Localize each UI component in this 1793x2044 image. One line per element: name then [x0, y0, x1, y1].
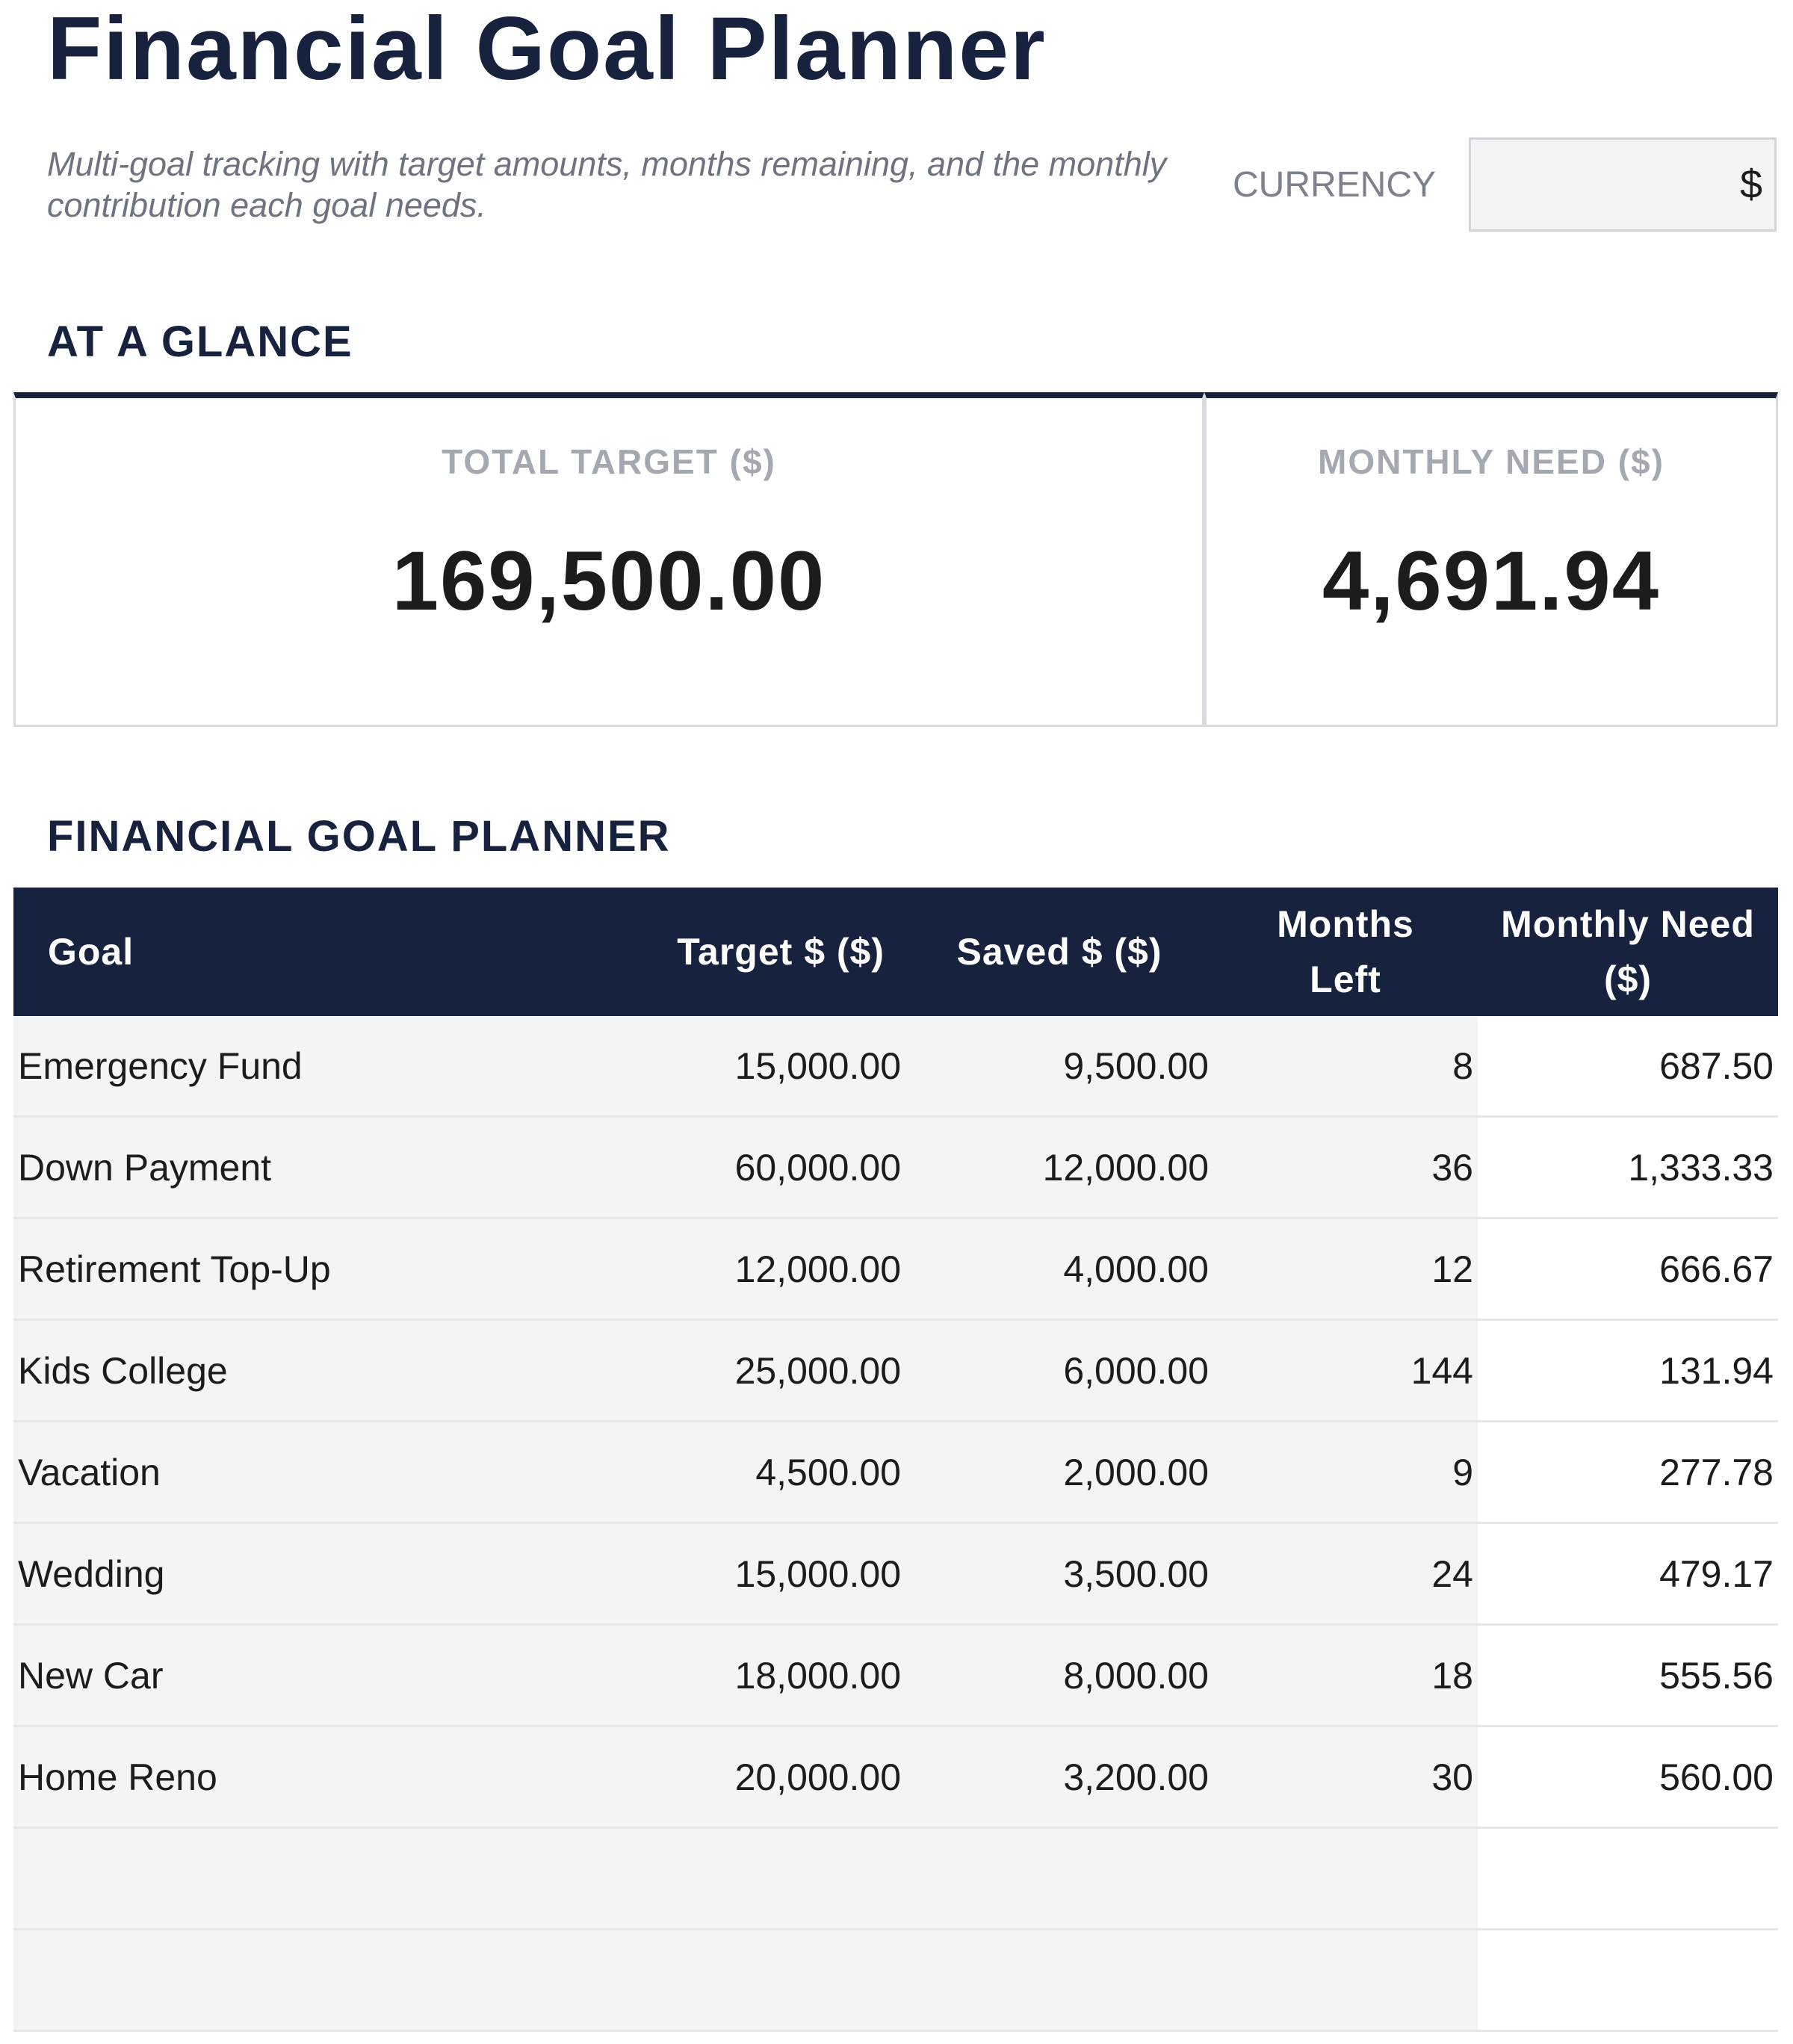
monthly-need-cell[interactable]	[1478, 1827, 1778, 1930]
monthly-need-cell[interactable]: 277.78	[1478, 1421, 1778, 1524]
saved-cell[interactable]: 8,000.00	[905, 1624, 1213, 1727]
monthly-need-cell[interactable]	[1478, 1929, 1778, 2032]
total-target-value: 169,500.00	[391, 534, 826, 628]
goal-name-cell[interactable]: New Car	[13, 1624, 568, 1727]
saved-cell[interactable]: 3,500.00	[905, 1523, 1213, 1626]
goal-name-cell[interactable]: Down Payment	[13, 1116, 568, 1219]
goal-name-cell[interactable]: Kids College	[13, 1319, 568, 1422]
saved-cell[interactable]	[905, 1929, 1213, 2032]
saved-cell[interactable]: 6,000.00	[905, 1319, 1213, 1422]
table-row: Emergency Fund 15,000.00 9,500.00 8 687.50	[13, 1016, 1778, 1118]
goal-name-cell[interactable]: Home Reno	[13, 1726, 568, 1829]
currency-label: CURRENCY	[1233, 165, 1437, 205]
monthly-need-cell[interactable]: 131.94	[1478, 1319, 1778, 1422]
table-row	[13, 1929, 1778, 2032]
months-left-cell[interactable]: 8	[1213, 1016, 1478, 1118]
target-cell[interactable]: 20,000.00	[568, 1726, 905, 1829]
currency-input[interactable]	[1469, 137, 1777, 232]
column-header-saved[interactable]: Saved $ ($)	[905, 888, 1213, 1016]
target-cell[interactable]: 60,000.00	[568, 1116, 905, 1219]
table-row: New Car 18,000.00 8,000.00 18 555.56	[13, 1624, 1778, 1727]
monthly-need-cell[interactable]: 1,333.33	[1478, 1116, 1778, 1219]
table-row: Kids College 25,000.00 6,000.00 144 131.94	[13, 1319, 1778, 1422]
column-header-target[interactable]: Target $ ($)	[568, 888, 905, 1016]
saved-cell[interactable]: 12,000.00	[905, 1116, 1213, 1219]
table-row	[13, 1827, 1778, 1930]
saved-cell[interactable]: 9,500.00	[905, 1016, 1213, 1118]
months-left-cell[interactable]: 24	[1213, 1523, 1478, 1626]
months-left-cell[interactable]: 12	[1213, 1218, 1478, 1321]
goal-name-cell[interactable]: Retirement Top-Up	[13, 1218, 568, 1321]
column-header-months-left[interactable]: Months Left	[1213, 888, 1478, 1016]
goals-table: Goal Target $ ($) Saved $ ($) Months Lef…	[13, 888, 1778, 2032]
table-row: Vacation 4,500.00 2,000.00 9 277.78	[13, 1421, 1778, 1524]
page-title: Financial Goal Planner	[47, 0, 1047, 99]
monthly-need-cell[interactable]: 666.67	[1478, 1218, 1778, 1321]
table-row: Down Payment 60,000.00 12,000.00 36 1,333.33	[13, 1116, 1778, 1219]
total-target-label: TOTAL TARGET ($)	[442, 442, 776, 481]
saved-cell[interactable]: 2,000.00	[905, 1421, 1213, 1524]
months-left-cell[interactable]	[1213, 1929, 1478, 2032]
monthly-need-cell[interactable]: 555.56	[1478, 1624, 1778, 1727]
goal-name-cell[interactable]: Wedding	[13, 1523, 568, 1626]
target-cell[interactable]: 15,000.00	[568, 1523, 905, 1626]
target-cell[interactable]	[568, 1827, 905, 1930]
table-row: Home Reno 20,000.00 3,200.00 30 560.00	[13, 1726, 1778, 1829]
goal-name-cell[interactable]: Emergency Fund	[13, 1016, 568, 1118]
at-a-glance-heading: AT A GLANCE	[47, 318, 353, 366]
target-cell[interactable]: 25,000.00	[568, 1319, 905, 1422]
saved-cell[interactable]: 3,200.00	[905, 1726, 1213, 1829]
monthly-need-card: MONTHLY NEED ($) 4,691.94	[1204, 392, 1778, 727]
months-left-cell[interactable]: 9	[1213, 1421, 1478, 1524]
table-header-row: Goal Target $ ($) Saved $ ($) Months Lef…	[13, 888, 1778, 1016]
monthly-need-cell[interactable]: 560.00	[1478, 1726, 1778, 1829]
target-cell[interactable]: 18,000.00	[568, 1624, 905, 1727]
months-left-cell[interactable]	[1213, 1827, 1478, 1930]
months-left-cell[interactable]: 18	[1213, 1624, 1478, 1727]
table-row: Wedding 15,000.00 3,500.00 24 479.17	[13, 1523, 1778, 1626]
monthly-need-cell[interactable]: 479.17	[1478, 1523, 1778, 1626]
saved-cell[interactable]: 4,000.00	[905, 1218, 1213, 1321]
planner-heading: FINANCIAL GOAL PLANNER	[47, 812, 671, 861]
column-header-goal[interactable]: Goal	[13, 888, 568, 1016]
target-cell[interactable]: 4,500.00	[568, 1421, 905, 1524]
monthly-need-value: 4,691.94	[1322, 534, 1660, 628]
total-target-card: TOTAL TARGET ($) 169,500.00	[13, 392, 1204, 727]
goal-name-cell[interactable]	[13, 1929, 568, 2032]
target-cell[interactable]: 12,000.00	[568, 1218, 905, 1321]
saved-cell[interactable]	[905, 1827, 1213, 1930]
column-header-monthly-need[interactable]: Monthly Need ($)	[1478, 888, 1778, 1016]
target-cell[interactable]: 15,000.00	[568, 1016, 905, 1118]
page-subtitle: Multi-goal tracking with target amounts,…	[47, 145, 1167, 224]
monthly-need-cell[interactable]: 687.50	[1478, 1016, 1778, 1118]
months-left-cell[interactable]: 144	[1213, 1319, 1478, 1422]
monthly-need-label: MONTHLY NEED ($)	[1318, 442, 1665, 481]
table-row: Retirement Top-Up 12,000.00 4,000.00 12 666.…	[13, 1218, 1778, 1321]
months-left-cell[interactable]: 36	[1213, 1116, 1478, 1219]
goal-name-cell[interactable]	[13, 1827, 568, 1930]
goal-name-cell[interactable]: Vacation	[13, 1421, 568, 1524]
target-cell[interactable]	[568, 1929, 905, 2032]
months-left-cell[interactable]: 30	[1213, 1726, 1478, 1829]
